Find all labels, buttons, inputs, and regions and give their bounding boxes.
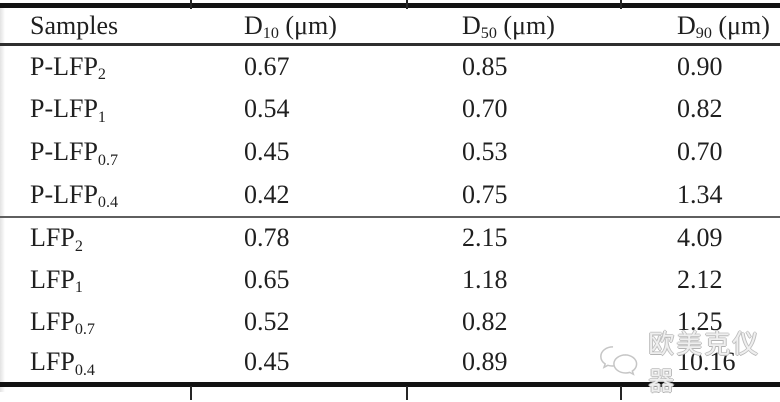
d10-value: 0.54 xyxy=(244,94,290,123)
border-tick xyxy=(190,0,192,9)
table-row-lfp0-4: LFP0.4 0.45 0.89 10.16 xyxy=(0,343,780,385)
d10-value: 0.42 xyxy=(244,179,290,209)
column-header-d10: D10 (μm) xyxy=(244,10,337,42)
border-tick xyxy=(406,0,408,9)
d90-value: 0.70 xyxy=(677,137,723,166)
sample-subscript: 0.7 xyxy=(74,321,95,338)
sample-name: LFP2 xyxy=(30,223,83,255)
table-row-p-lfp0-7: P-LFP0.7 0.45 0.53 0.70 xyxy=(0,131,780,174)
d90-value: 0.82 xyxy=(677,94,723,123)
border-tick xyxy=(406,386,408,400)
d90-value: 0.90 xyxy=(677,51,723,81)
sample-subscript: 0.4 xyxy=(97,194,119,211)
d50-value: 0.75 xyxy=(462,179,508,209)
column-header-samples: Samples xyxy=(30,10,119,40)
border-tick xyxy=(620,386,622,400)
d50-value: 0.53 xyxy=(462,137,508,166)
table-row-p-lfp2: P-LFP2 0.67 0.85 0.90 xyxy=(0,45,780,88)
d50-value: 0.70 xyxy=(462,94,508,123)
d50-value: 0.82 xyxy=(462,306,508,336)
d90-value: 1.25 xyxy=(677,306,723,336)
column-header-d50: D50 (μm) xyxy=(462,10,555,42)
border-tick xyxy=(190,386,192,400)
table-row-lfp1: LFP1 0.65 1.18 2.12 xyxy=(0,259,780,301)
d50-value: 2.15 xyxy=(462,223,508,252)
d10-value: 0.45 xyxy=(244,347,290,377)
sample-subscript: 1 xyxy=(97,108,106,126)
table-row-lfp0-7: LFP0.7 0.52 0.82 1.25 xyxy=(0,301,780,343)
d10-value: 0.67 xyxy=(244,51,290,81)
header-row: Samples D10 (μm) D50 (μm) D90 (μm) xyxy=(0,6,780,45)
sample-name: P-LFP1 xyxy=(30,94,106,126)
d10-value: 0.45 xyxy=(244,137,290,166)
table-row-p-lfp1: P-LFP1 0.54 0.70 0.82 xyxy=(0,88,780,131)
sample-subscript: 1 xyxy=(74,279,83,296)
d10-value: 0.78 xyxy=(244,223,290,252)
table-row-lfp2: LFP2 0.78 2.15 4.09 xyxy=(0,216,780,259)
sample-subscript: 0.7 xyxy=(97,151,119,169)
d90-value: 10.16 xyxy=(677,347,736,377)
d90-value: 1.34 xyxy=(677,179,723,209)
d10-value: 0.52 xyxy=(244,306,290,336)
sample-name: LFP0.7 xyxy=(30,306,95,338)
sample-name: LFP1 xyxy=(30,264,83,296)
sample-name: P-LFP0.4 xyxy=(30,179,119,211)
scan-edge-shadow xyxy=(0,8,5,392)
d50-value: 1.18 xyxy=(462,264,508,294)
sample-subscript: 0.4 xyxy=(74,361,95,379)
sample-name: P-LFP0.7 xyxy=(30,137,119,169)
sample-name: P-LFP2 xyxy=(30,51,106,84)
d90-value: 4.09 xyxy=(677,223,723,252)
d50-value: 0.85 xyxy=(462,51,508,81)
table-row-p-lfp0-4: P-LFP0.4 0.42 0.75 1.34 xyxy=(0,174,780,217)
border-tick xyxy=(620,0,622,9)
sample-subscript: 2 xyxy=(97,66,106,84)
d50-value: 0.89 xyxy=(462,347,508,377)
particle-size-table: Samples D10 (μm) D50 (μm) D90 (μm) P-LFP… xyxy=(0,3,780,387)
d90-value: 2.12 xyxy=(677,264,723,294)
sample-subscript: 2 xyxy=(74,237,83,255)
column-header-d90: D90 (μm) xyxy=(677,10,770,42)
d10-value: 0.65 xyxy=(244,264,290,294)
sample-name: LFP0.4 xyxy=(30,347,95,379)
